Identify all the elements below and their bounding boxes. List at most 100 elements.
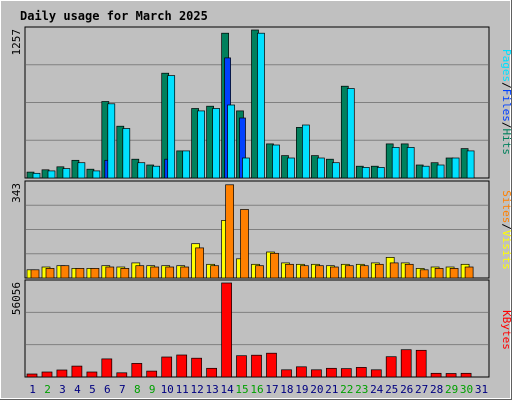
bar-kbytes bbox=[86, 371, 98, 378]
bar-kbytes bbox=[206, 367, 217, 378]
day-label: 19 bbox=[295, 383, 308, 396]
bar-visits bbox=[60, 265, 70, 279]
bar-pages bbox=[317, 157, 325, 179]
bar-visits bbox=[285, 263, 294, 279]
day-label: 4 bbox=[74, 383, 81, 396]
bar-pages bbox=[47, 170, 56, 179]
bar-pages bbox=[406, 147, 415, 179]
day-label: 27 bbox=[415, 383, 428, 396]
day-label: 2 bbox=[44, 383, 51, 396]
bar-visits bbox=[225, 184, 234, 279]
legend-entry: Files bbox=[500, 89, 512, 122]
legend-entry: / bbox=[500, 122, 512, 129]
legend-entry: / bbox=[500, 82, 512, 89]
bar-pages bbox=[197, 110, 205, 179]
bar-pages bbox=[451, 157, 460, 179]
bar-pages bbox=[346, 88, 355, 179]
day-label: 28 bbox=[430, 383, 443, 396]
panel-legend: Sites/Visits bbox=[500, 190, 512, 270]
bar-kbytes bbox=[415, 349, 427, 378]
bar-kbytes bbox=[176, 354, 188, 378]
bar-visits bbox=[180, 266, 190, 279]
day-label: 8 bbox=[134, 383, 141, 396]
bar-kbytes bbox=[221, 282, 232, 378]
legend-entry: Pages bbox=[500, 49, 512, 82]
day-label: 7 bbox=[119, 383, 126, 396]
bar-visits bbox=[165, 266, 175, 279]
bar-visits bbox=[210, 265, 219, 279]
bar-kbytes bbox=[445, 373, 457, 378]
bar-visits bbox=[389, 262, 399, 279]
bar-kbytes bbox=[326, 367, 337, 378]
bar-visits bbox=[374, 263, 384, 279]
day-label: 1 bbox=[29, 383, 36, 396]
day-label: 24 bbox=[370, 383, 384, 396]
legend-entry: KBytes bbox=[500, 310, 512, 350]
bar-pages bbox=[77, 162, 86, 179]
day-label: 26 bbox=[400, 383, 413, 396]
x-axis-day-labels: 1 2 3 4 5 6 7 8 9 10 11 12 13 14 15 16 17 18 19 20 21 22 23 24 2… bbox=[29, 383, 488, 396]
bar-kbytes bbox=[266, 352, 277, 378]
bar-pages bbox=[242, 157, 250, 179]
bar-kbytes bbox=[370, 369, 382, 378]
bar-kbytes bbox=[281, 369, 292, 378]
day-label: 14 bbox=[220, 383, 234, 396]
bar-kbytes bbox=[116, 372, 128, 378]
bar-kbytes bbox=[26, 373, 38, 378]
day-label: 29 bbox=[445, 383, 458, 396]
bar-visits bbox=[30, 269, 40, 279]
bar-visits bbox=[240, 209, 249, 279]
bar-kbytes bbox=[385, 356, 397, 378]
bar-kbytes bbox=[191, 357, 202, 378]
bar-pages bbox=[421, 165, 430, 179]
bar-pages bbox=[302, 124, 310, 179]
day-label: 23 bbox=[355, 383, 368, 396]
bar-visits bbox=[344, 265, 354, 279]
day-label: 20 bbox=[310, 383, 323, 396]
bar-pages bbox=[272, 144, 280, 179]
bar-kbytes bbox=[311, 369, 322, 378]
bar-kbytes bbox=[296, 366, 307, 378]
bar-visits bbox=[45, 268, 55, 279]
bar-visits bbox=[135, 265, 145, 279]
panel-legend: Pages/Files/Hits bbox=[500, 49, 512, 155]
day-label: 17 bbox=[265, 383, 278, 396]
bar-visits bbox=[105, 266, 115, 279]
day-label: 12 bbox=[190, 383, 203, 396]
bar-pages bbox=[287, 157, 295, 179]
day-label: 16 bbox=[250, 383, 263, 396]
bar-kbytes bbox=[71, 365, 83, 378]
bar-pages bbox=[122, 128, 131, 179]
bar-pages bbox=[391, 147, 400, 179]
bar-kbytes bbox=[56, 369, 68, 378]
day-label: 22 bbox=[340, 383, 353, 396]
day-label: 9 bbox=[149, 383, 156, 396]
bar-visits bbox=[300, 265, 309, 279]
panel-max-label: 56056 bbox=[10, 282, 23, 315]
bar-pages bbox=[32, 172, 41, 179]
bar-kbytes bbox=[430, 372, 442, 378]
bar-visits bbox=[434, 268, 444, 279]
panel-max-label: 343 bbox=[10, 183, 23, 203]
bar-pages bbox=[332, 162, 340, 179]
panel-legend: KBytes bbox=[500, 310, 512, 350]
bar-pages bbox=[466, 150, 475, 179]
legend-entry: / bbox=[500, 223, 512, 230]
bar-pages bbox=[212, 108, 220, 179]
bar-kbytes bbox=[161, 356, 173, 378]
legend-entry: Sites bbox=[500, 190, 512, 223]
bar-pages bbox=[62, 168, 71, 179]
day-label: 21 bbox=[325, 383, 338, 396]
day-label: 5 bbox=[89, 383, 96, 396]
day-label: 25 bbox=[385, 383, 398, 396]
day-label: 6 bbox=[104, 383, 111, 396]
bar-kbytes bbox=[101, 358, 113, 378]
legend-entry: Visits bbox=[500, 230, 512, 270]
bar-kbytes bbox=[400, 349, 412, 378]
bar-pages bbox=[227, 104, 235, 179]
bar-kbytes bbox=[41, 371, 53, 378]
